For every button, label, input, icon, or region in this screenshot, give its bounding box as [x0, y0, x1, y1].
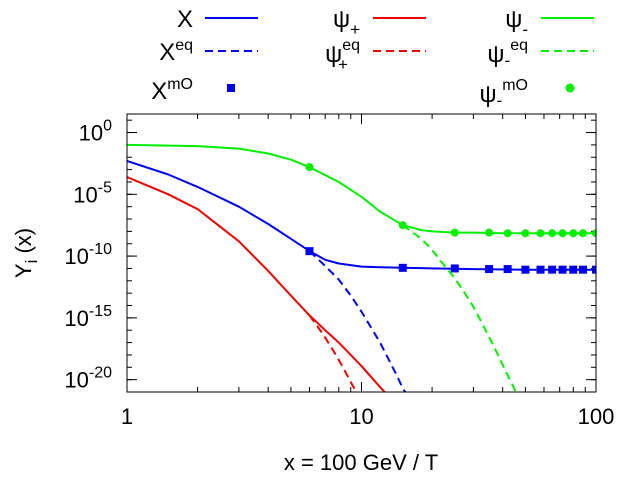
- legend-entry-x-eq: Xeq: [159, 37, 258, 66]
- legend-label-x-mo: XmO: [151, 76, 193, 105]
- legend-swatch-x-mo: [227, 84, 235, 92]
- x-tick-label: 10: [349, 404, 373, 429]
- series-x-mo-point: [503, 265, 512, 274]
- axes: 1 10 100 100 10-5 10-10 10-15 10-20: [64, 114, 614, 429]
- legend-entry-x: X: [177, 6, 258, 33]
- series--mo-point: [398, 221, 407, 230]
- x-tick-label: 100: [578, 404, 615, 429]
- series--mo-point: [503, 229, 512, 238]
- series--mo-point: [485, 228, 494, 237]
- series-x-mo-point: [592, 265, 596, 274]
- series--eq-line: [402, 224, 518, 392]
- series--mo-point: [578, 229, 587, 238]
- series--line: [127, 176, 386, 392]
- series-x-mo-point: [548, 265, 557, 274]
- legend-label-psi-minus-eq: ψ-eq: [487, 37, 528, 70]
- legend-entry-x-mo: XmO: [151, 76, 235, 105]
- series-x-mo-point: [536, 265, 545, 274]
- series--mo-point: [569, 229, 578, 238]
- series--mo-point: [592, 229, 596, 238]
- legend-swatch-psi-minus-mo: [565, 83, 575, 93]
- series-x-mo-point: [521, 265, 530, 274]
- legend-entry-psi-minus-eq: ψ-eq: [487, 37, 594, 70]
- legend-label-psi-plus-eq: ψeq +: [325, 37, 360, 74]
- y-axis-label: Yi (x): [11, 228, 41, 278]
- legend-entry-psi-plus-eq: ψeq +: [325, 37, 426, 74]
- legend-label-psi-plus: ψ+: [333, 6, 360, 39]
- legend-label-psi-minus-mo: ψ-mO: [479, 77, 528, 110]
- series-x-mo-point: [558, 265, 567, 274]
- legend-entry-psi-minus: ψ-: [505, 6, 594, 39]
- y-tick-label: 10-15: [64, 303, 112, 331]
- legend-label-psi-minus: ψ-: [505, 6, 528, 39]
- x-axis-label: x = 100 GeV / T: [284, 450, 438, 475]
- series-x-eq-line: [308, 250, 407, 392]
- series--mo-point: [536, 229, 545, 238]
- plot-frame: [126, 113, 597, 393]
- series--mo-point: [558, 229, 567, 238]
- series-x-mo-point: [450, 264, 459, 273]
- plot-area: [127, 143, 596, 392]
- series-x-mo-point: [578, 265, 587, 274]
- series--mo-point: [521, 229, 530, 238]
- series--mo-point: [548, 229, 557, 238]
- legend-entry-psi-plus: ψ+: [333, 6, 426, 39]
- y-tick-label: 10-10: [64, 241, 112, 269]
- series--line: [127, 143, 596, 235]
- series-x-mo-point: [398, 263, 407, 272]
- series--mo-point: [305, 163, 314, 172]
- y-tick-label: 10-20: [64, 365, 112, 393]
- y-tick-label: 10-5: [73, 179, 112, 207]
- y-tick-label: 100: [79, 118, 112, 146]
- x-tick-label: 1: [121, 404, 133, 429]
- series--eq-line: [308, 314, 358, 392]
- legend-entry-psi-minus-mo: ψ-mO: [479, 77, 575, 110]
- series-x-mo-point: [305, 247, 314, 256]
- series-x-mo-point: [569, 265, 578, 274]
- series-x-mo-point: [485, 265, 494, 274]
- series--mo-point: [450, 228, 459, 237]
- legend: X Xeq XmO ψ+ ψeq + ψ- ψ-eq ψ: [151, 6, 594, 110]
- legend-label-x-eq: Xeq: [159, 37, 193, 66]
- series-x-line: [127, 160, 596, 271]
- legend-label-x: X: [177, 6, 193, 33]
